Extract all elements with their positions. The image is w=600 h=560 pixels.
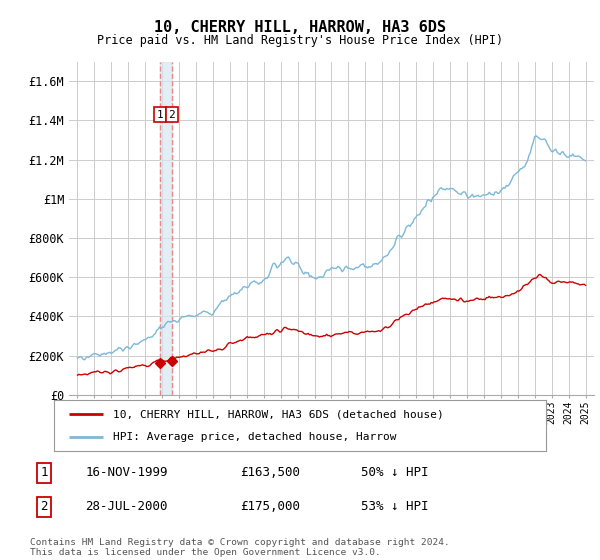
Text: £175,000: £175,000 <box>240 500 300 514</box>
Text: 53% ↓ HPI: 53% ↓ HPI <box>361 500 428 514</box>
Text: HPI: Average price, detached house, Harrow: HPI: Average price, detached house, Harr… <box>113 432 397 442</box>
Text: 2: 2 <box>40 500 47 514</box>
Text: 10, CHERRY HILL, HARROW, HA3 6DS: 10, CHERRY HILL, HARROW, HA3 6DS <box>154 20 446 35</box>
Bar <box>160 62 172 395</box>
Text: £163,500: £163,500 <box>240 466 300 479</box>
Text: 16-NOV-1999: 16-NOV-1999 <box>85 466 168 479</box>
Text: 50% ↓ HPI: 50% ↓ HPI <box>361 466 428 479</box>
Text: Contains HM Land Registry data © Crown copyright and database right 2024.
This d: Contains HM Land Registry data © Crown c… <box>30 538 450 557</box>
Text: 28-JUL-2000: 28-JUL-2000 <box>85 500 168 514</box>
Text: Price paid vs. HM Land Registry's House Price Index (HPI): Price paid vs. HM Land Registry's House … <box>97 34 503 46</box>
Text: 2: 2 <box>169 110 175 119</box>
Text: 1: 1 <box>40 466 47 479</box>
Text: 1: 1 <box>157 110 163 119</box>
Text: 10, CHERRY HILL, HARROW, HA3 6DS (detached house): 10, CHERRY HILL, HARROW, HA3 6DS (detach… <box>113 409 444 419</box>
